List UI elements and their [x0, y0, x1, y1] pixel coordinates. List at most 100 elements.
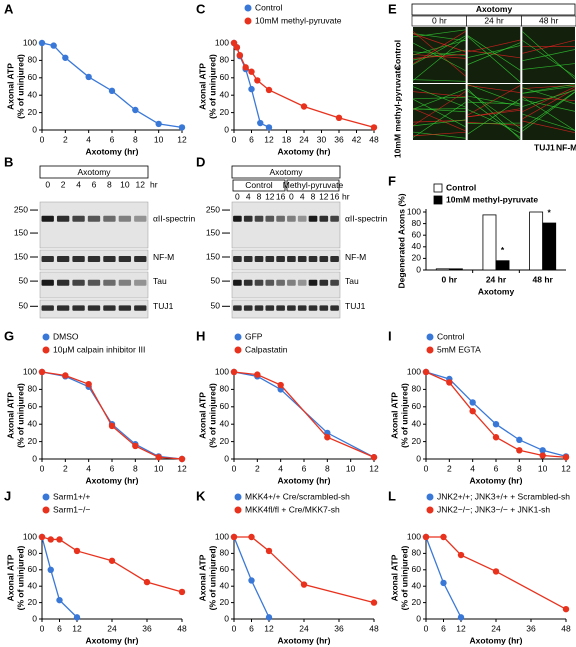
blot-band: [243, 215, 253, 222]
x-tick-label: 8: [133, 134, 138, 144]
row-label: TUJ1: [345, 301, 366, 311]
lane-label: 10: [120, 179, 130, 189]
axon-fiber: [522, 91, 576, 132]
y-tick-label: 40: [220, 580, 230, 590]
y-tick-label: 20: [28, 107, 38, 117]
blot-strip: [231, 201, 341, 249]
legend-label: Sarm1−/−: [53, 504, 90, 514]
data-point: [370, 454, 378, 461]
y-tick-label: 20: [412, 253, 422, 263]
x-tick-label: 8: [517, 463, 522, 473]
data-point: [277, 381, 284, 389]
axon-fiber: [412, 79, 466, 82]
group-box: [286, 179, 340, 192]
data-point: [143, 578, 151, 586]
lane-label: 0: [45, 179, 50, 189]
mw-marker: 50: [19, 301, 29, 311]
legend-marker: [42, 493, 50, 501]
y-tick-label: 40: [412, 580, 422, 590]
lane-label: 12: [136, 179, 146, 189]
x-tick-label: 42: [352, 134, 362, 144]
blot-band: [276, 305, 285, 311]
axon-fiber: [412, 35, 466, 65]
blot-band: [319, 279, 329, 286]
blot-band: [87, 256, 101, 262]
row-label: αII-spectrin: [153, 214, 196, 224]
blot-band: [319, 215, 329, 222]
y-axis-label: (% of uninjured): [399, 383, 409, 448]
legend-marker: [244, 17, 252, 25]
x-tick-label: 12: [456, 623, 466, 633]
lane-label: 4: [300, 191, 305, 201]
row-label: αII-spectrin: [345, 214, 388, 224]
axon-fiber: [467, 122, 521, 126]
axon-fiber: [412, 108, 466, 132]
axon-fiber: [467, 85, 521, 116]
x-tick-label: 0: [424, 623, 429, 633]
x-tick-label: 6: [494, 463, 499, 473]
y-tick-label: 20: [412, 436, 422, 446]
data-point: [324, 434, 331, 441]
x-tick-label: 24: [299, 623, 309, 633]
y-tick-label: 60: [28, 72, 38, 82]
blot-band: [103, 279, 116, 286]
axon-fiber: [522, 63, 576, 70]
y-tick-label: 60: [220, 564, 230, 574]
y-tick-label: 40: [220, 418, 230, 428]
axon-fiber: [467, 39, 521, 53]
panel-letter: A: [4, 1, 14, 16]
tile-background: [467, 27, 521, 83]
data-point: [492, 421, 500, 428]
blot-band: [330, 305, 339, 311]
blot-band: [330, 279, 339, 286]
y-tick-label: 0: [224, 453, 229, 463]
y-tick-label: 40: [220, 89, 230, 99]
data-point: [422, 368, 430, 376]
x-tick-label: 2: [447, 463, 452, 473]
data-point: [38, 39, 46, 47]
blot-background: [231, 201, 341, 249]
y-tick-label: 20: [412, 597, 422, 607]
mw-marker: 50: [211, 301, 221, 311]
data-point: [440, 579, 447, 587]
row-label: NF-M: [153, 252, 174, 262]
micrograph-tile: [467, 84, 521, 140]
y-tick-label: 60: [412, 229, 422, 239]
y-tick-label: 60: [220, 401, 230, 411]
data-point: [56, 536, 63, 543]
axon-fiber: [522, 83, 576, 94]
blot-band: [118, 256, 132, 262]
x-tick-label: 2: [63, 134, 68, 144]
x-tick-label: 36: [142, 623, 152, 633]
blot-strip: [231, 299, 341, 319]
blot-band: [72, 215, 85, 222]
blot-header: Axotomy: [77, 167, 111, 177]
x-tick-label: 0: [232, 134, 237, 144]
axon-fiber: [412, 131, 466, 137]
axon-fiber: [522, 89, 576, 107]
lane-label: 12: [319, 191, 329, 201]
axon-fiber: [522, 87, 576, 105]
axon-fiber: [412, 33, 466, 42]
blot-band: [72, 256, 85, 262]
data-point: [62, 54, 69, 61]
x-tick-label: 48: [369, 623, 379, 633]
bar: [495, 260, 510, 271]
axon-fiber: [412, 53, 466, 59]
y-tick-label: 0: [224, 124, 229, 134]
blot-band: [254, 256, 264, 262]
blot-band: [297, 256, 307, 262]
data-point: [265, 86, 273, 94]
data-point: [254, 77, 261, 84]
y-tick-label: 60: [220, 72, 230, 82]
y-tick-label: 0: [32, 453, 37, 463]
blot-band: [56, 256, 70, 262]
x-tick-label: 12: [264, 623, 274, 633]
y-tick-label: 80: [28, 384, 38, 394]
blot-band: [265, 215, 275, 222]
data-point: [108, 557, 116, 564]
y-tick-label: 60: [28, 564, 38, 574]
x-axis-label: Axotomy (hr): [278, 635, 331, 645]
x-tick-label: 0: [232, 463, 237, 473]
y-axis-label: (% of uninjured): [15, 545, 25, 610]
